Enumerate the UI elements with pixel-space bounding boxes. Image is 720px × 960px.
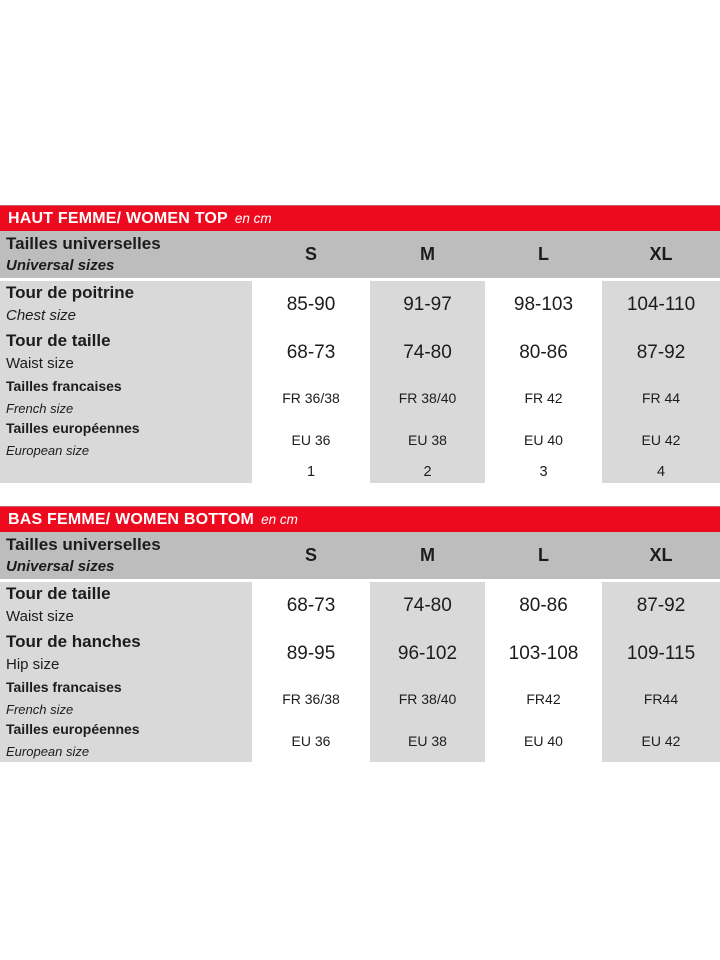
table-row: Tour de hanches Hip size 89-95 96-102 103-10… xyxy=(0,630,720,678)
size-header-row: Tailles universelles Universal sizes S M L… xyxy=(0,231,720,278)
size-value-cell-s: EU 36 xyxy=(252,720,370,762)
size-value-cell-xl: EU 42 xyxy=(602,720,720,762)
row-label-english: French size xyxy=(6,401,74,416)
row-label-english: Waist size xyxy=(6,355,74,372)
size-value-cell-xl: 4 xyxy=(602,461,720,483)
size-value-cell-xl: EU 42 xyxy=(602,419,720,461)
corner-label-en: Universal sizes xyxy=(6,558,115,575)
row-label-cell: Tour de hanches Hip size xyxy=(0,630,252,678)
size-value-cell-l: FR 42 xyxy=(485,377,602,419)
size-column-header-s: S xyxy=(304,244,317,264)
size-column-header-m: M xyxy=(420,545,435,565)
size-value-cell-s: 89-95 xyxy=(252,630,370,678)
size-value-cell-l: 98-103 xyxy=(485,281,602,329)
row-label-cell: Tour de taille Waist size xyxy=(0,582,252,630)
table-title: BAS FEMME/ WOMEN BOTTOM xyxy=(8,510,255,528)
size-value-cell-xl: 109-115 xyxy=(602,630,720,678)
table-title-band: HAUT FEMME/ WOMEN TOP en cm xyxy=(0,205,720,231)
size-value-cell-xl: 104-110 xyxy=(602,281,720,329)
row-label-french: Tour de taille xyxy=(6,584,111,603)
size-value-cell-l: EU 40 xyxy=(485,419,602,461)
size-value-cell-m: 91-97 xyxy=(370,281,485,329)
size-value-cell-m: FR 38/40 xyxy=(370,377,485,419)
size-value-cell-l: 80-86 xyxy=(485,329,602,377)
size-value-cell-m: 96-102 xyxy=(370,630,485,678)
row-label-cell: Tailles européennes European size xyxy=(0,720,252,762)
size-value-cell-s: FR 36/38 xyxy=(252,377,370,419)
size-value-cell-l: EU 40 xyxy=(485,720,602,762)
size-value-cell-m: EU 38 xyxy=(370,720,485,762)
row-label-french: Tailles européennes xyxy=(6,420,140,436)
table-row: Tailles francaises French size FR 36/38 FR … xyxy=(0,377,720,419)
size-value-cell-s: EU 36 xyxy=(252,419,370,461)
size-value-cell-l: 80-86 xyxy=(485,582,602,630)
row-label-english: French size xyxy=(6,702,74,717)
row-label-cell: Tailles francaises French size xyxy=(0,377,252,419)
row-label-french: Tour de taille xyxy=(6,331,111,350)
size-value-cell-m: EU 38 xyxy=(370,419,485,461)
table-title-band: BAS FEMME/ WOMEN BOTTOM en cm xyxy=(0,506,720,532)
row-label-english: Chest size xyxy=(6,307,77,324)
size-value-cell-m: 74-80 xyxy=(370,329,485,377)
size-value-cell-xl: FR44 xyxy=(602,678,720,720)
size-value-cell-m: 74-80 xyxy=(370,582,485,630)
row-label-english: European size xyxy=(6,744,90,759)
corner-label-cell: Tailles universelles Universal sizes xyxy=(0,231,252,278)
size-column-header-l: L xyxy=(538,244,549,264)
row-label-french: Tailles européennes xyxy=(6,721,140,737)
women-bottom-size-table: BAS FEMME/ WOMEN BOTTOM en cm Tailles un… xyxy=(0,506,720,762)
row-label-french: Tour de hanches xyxy=(6,632,141,651)
size-column-header-xl: XL xyxy=(649,545,673,565)
row-label-cell: Tailles francaises French size xyxy=(0,678,252,720)
size-column-header-m: M xyxy=(420,244,435,264)
table-row: Tour de taille Waist size 68-73 74-80 80-86 8… xyxy=(0,582,720,630)
size-column-header-s: S xyxy=(304,545,317,565)
size-value-cell-l: 3 xyxy=(485,461,602,483)
table-unit-label: en cm xyxy=(234,211,272,226)
table-unit-label: en cm xyxy=(261,512,298,527)
size-column-header-xl: XL xyxy=(649,244,673,264)
size-column-header-l: L xyxy=(538,545,549,565)
size-value-cell-m: FR 38/40 xyxy=(370,678,485,720)
table-body: Tour de poitrine Chest size 85-90 91-97 98-1… xyxy=(0,281,720,483)
size-value-cell-l: FR42 xyxy=(485,678,602,720)
row-label-cell xyxy=(0,461,252,483)
table-row: Tour de taille Waist size 68-73 74-80 80-86 8… xyxy=(0,329,720,377)
row-label-cell: Tailles européennes European size xyxy=(0,419,252,461)
corner-label-en: Universal sizes xyxy=(6,257,115,274)
row-label-english: Hip size xyxy=(6,656,60,673)
table-row: Tailles européennes European size EU 36 EU … xyxy=(0,419,720,461)
table-body: Tour de taille Waist size 68-73 74-80 80-86 8… xyxy=(0,582,720,762)
size-value-cell-m: 2 xyxy=(370,461,485,483)
row-label-french: Tailles francaises xyxy=(6,679,122,695)
women-top-size-table: HAUT FEMME/ WOMEN TOP en cm Tailles univ… xyxy=(0,205,720,483)
table-row: Tailles francaises French size FR 36/38 FR … xyxy=(0,678,720,720)
row-label-french: Tour de poitrine xyxy=(6,283,135,302)
size-value-cell-xl: FR 44 xyxy=(602,377,720,419)
table-title: HAUT FEMME/ WOMEN TOP xyxy=(8,209,228,227)
corner-label-fr: Tailles universelles xyxy=(6,535,161,554)
size-value-cell-xl: 87-92 xyxy=(602,582,720,630)
table-row: Tour de poitrine Chest size 85-90 91-97 98-1… xyxy=(0,281,720,329)
row-label-cell: Tour de taille Waist size xyxy=(0,329,252,377)
size-value-cell-s: FR 36/38 xyxy=(252,678,370,720)
row-label-french: Tailles francaises xyxy=(6,378,122,394)
size-value-cell-l: 103-108 xyxy=(485,630,602,678)
row-label-english: European size xyxy=(6,443,90,458)
size-value-cell-s: 68-73 xyxy=(252,582,370,630)
row-label-english: Waist size xyxy=(6,608,74,625)
size-value-cell-s: 1 xyxy=(252,461,370,483)
table-row: Tailles européennes European size EU 36 EU … xyxy=(0,720,720,762)
row-label-cell: Tour de poitrine Chest size xyxy=(0,281,252,329)
size-value-cell-s: 68-73 xyxy=(252,329,370,377)
size-header-row: Tailles universelles Universal sizes S M L… xyxy=(0,532,720,579)
size-value-cell-xl: 87-92 xyxy=(602,329,720,377)
corner-label-fr: Tailles universelles xyxy=(6,234,161,253)
size-value-cell-s: 85-90 xyxy=(252,281,370,329)
corner-label-cell: Tailles universelles Universal sizes xyxy=(0,532,252,579)
